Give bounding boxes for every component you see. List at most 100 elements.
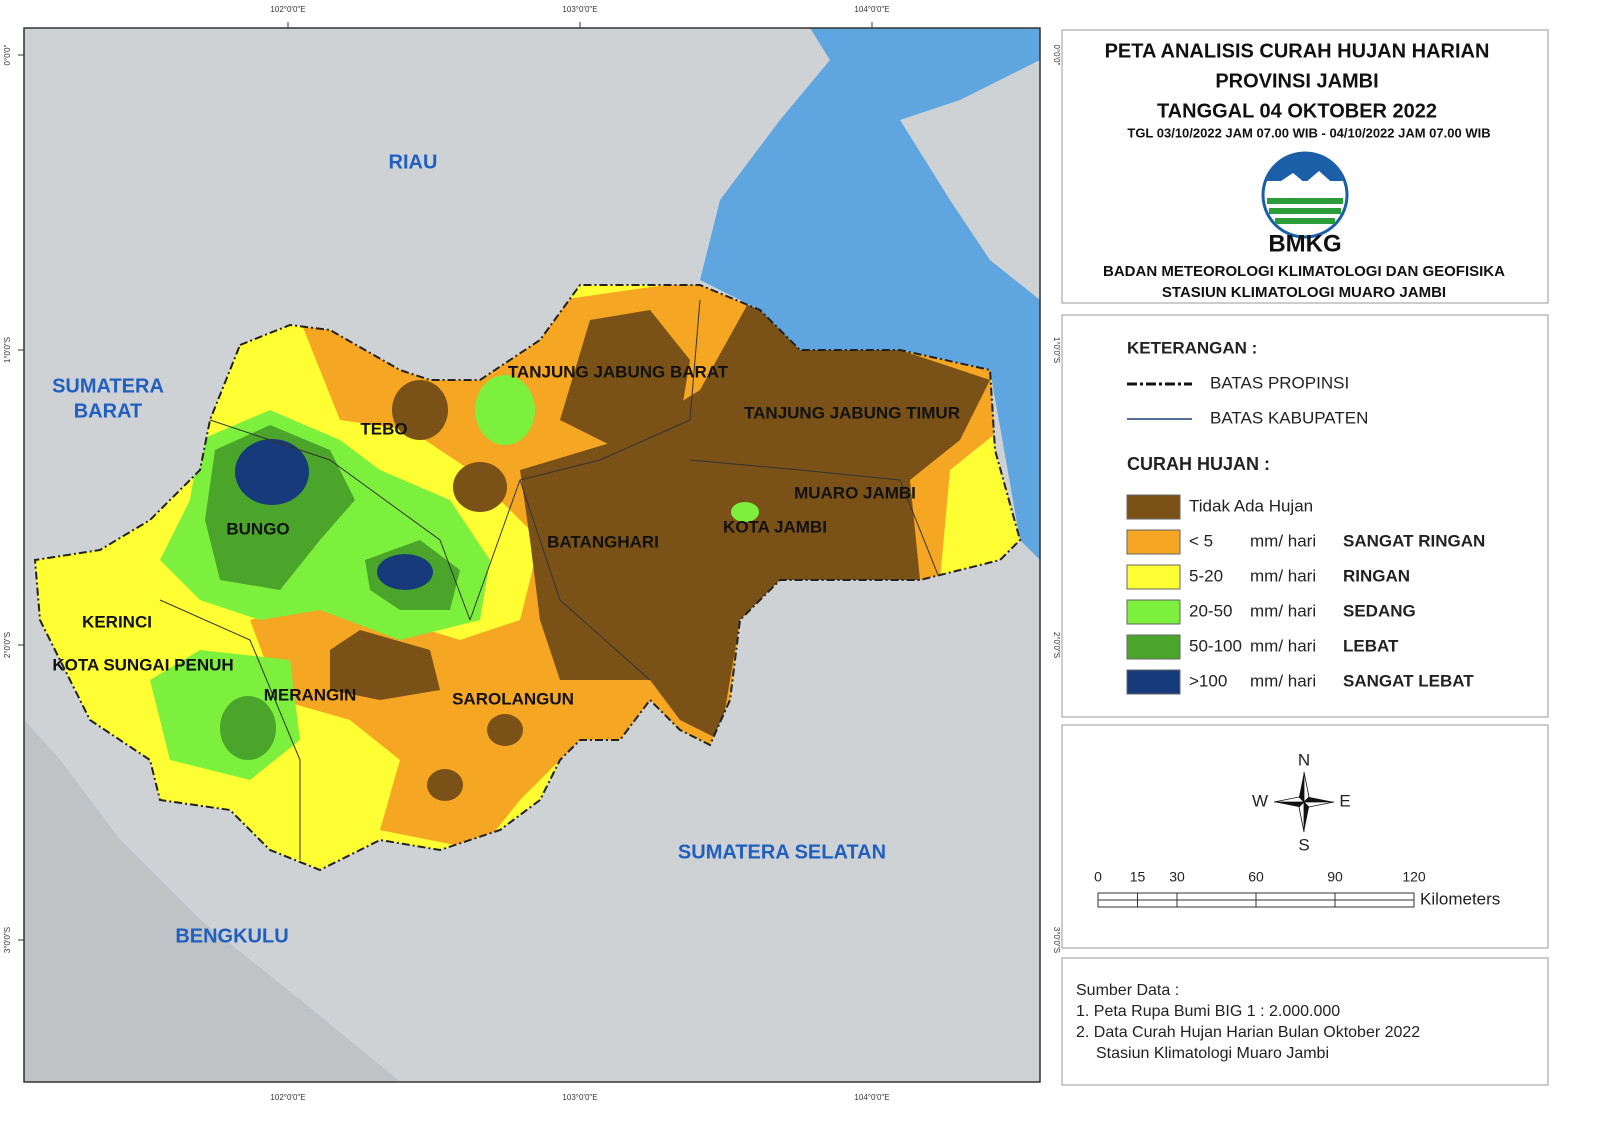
header: PETA ANALISIS CURAH HUJAN HARIAN PROVINSI… [1103, 40, 1505, 301]
island [900, 60, 1040, 300]
zone-tidak-hujan [453, 462, 507, 512]
zone-tidak-hujan [560, 310, 690, 450]
legend-label: Tidak Ada Hujan [1189, 496, 1313, 515]
legend-title: KETERANGAN : [1127, 338, 1257, 357]
scale-label: 15 [1130, 869, 1146, 885]
compass-panel [1061, 724, 1549, 949]
border [519, 479, 651, 681]
zone-sangat-lebat [377, 554, 433, 590]
legend-unit: mm/ hari [1250, 531, 1316, 550]
scale-label: 30 [1169, 869, 1185, 885]
compass-east: E [1339, 791, 1350, 810]
border [689, 459, 941, 581]
latitude-label: 0°0'0" [1052, 45, 1061, 66]
district-label: TEBO [360, 419, 407, 438]
scale-label: 0 [1094, 869, 1102, 885]
border [159, 599, 301, 860]
scale-unit: Kilometers [1420, 889, 1500, 908]
legend: KETERANGAN : BATAS PROPINSI BATAS KABUPATE… [1126, 338, 1485, 695]
longitude-label: 103°0'0"E [562, 5, 597, 14]
latitude-label: 2°0'0"S [3, 632, 12, 658]
agency: BADAN METEOROLOGI KLIMATOLOGI DAN GEOFIS… [1103, 263, 1505, 280]
legend-class: RINGAN [1343, 566, 1410, 585]
source-title: Sumber Data : [1076, 982, 1179, 999]
legend-swatch [1126, 494, 1181, 520]
border [209, 419, 471, 621]
title: PETA ANALISIS CURAH HUJAN HARIAN [1105, 40, 1490, 62]
agency: STASIUN KLIMATOLOGI MUARO JAMBI [1162, 284, 1446, 301]
legend-swatch [1126, 634, 1181, 660]
source: Sumber Data : 1. Peta Rupa Bumi BIG 1 : 2… [1076, 982, 1420, 1062]
zone-sedang [731, 502, 759, 522]
zone-tidak-hujan [427, 769, 463, 801]
compass-west: W [1252, 791, 1268, 810]
graticule: 102°0'0"E 102°0'0"E 103°0'0"E 103°0'0"E 104°… [3, 5, 1061, 1102]
legend-swatch [1126, 564, 1181, 590]
latitude-label: 3°0'0"S [1052, 927, 1061, 953]
source-line: 2. Data Curah Hujan Harian Bulan Oktober… [1076, 1024, 1420, 1041]
map-border [23, 27, 1041, 1083]
province-border [33, 284, 1022, 872]
province-label: SUMATERA SELATAN [678, 841, 886, 863]
scale-label: 60 [1248, 869, 1264, 885]
zone-tidak-hujan [330, 630, 440, 700]
compass-north: N [1298, 750, 1310, 769]
latitude-label: 3°0'0"S [3, 927, 12, 953]
legend-range: 5-20 [1189, 566, 1223, 585]
zone-sangat-lebat [235, 439, 309, 505]
district-borders [159, 299, 941, 860]
zone-tidak-hujan [392, 380, 448, 440]
district-label: BUNGO [226, 519, 289, 538]
latitude-label: 1°0'0"S [1052, 337, 1061, 363]
district-label: SAROLANGUN [452, 689, 574, 708]
legend-class: SANGAT LEBAT [1343, 671, 1474, 690]
latitude-label: 2°0'0"S [1052, 632, 1061, 658]
legend-unit: mm/ hari [1250, 671, 1316, 690]
source-line: 1. Peta Rupa Bumi BIG 1 : 2.000.000 [1076, 1003, 1340, 1020]
map-labels: RIAU SUMATERA BARAT SUMATERA SELATAN BENGKUL… [52, 151, 960, 947]
logo-text: BMKG [1268, 230, 1341, 257]
district-label: KERINCI [82, 612, 152, 631]
district-label: TANJUNG JABUNG BARAT [508, 362, 729, 381]
legend-class: LEBAT [1343, 636, 1399, 655]
latitude-label: 1°0'0"S [3, 337, 12, 363]
longitude-label: 102°0'0"E [270, 5, 305, 14]
scale-label: 90 [1327, 869, 1343, 885]
zone-tidak-hujan [520, 300, 990, 740]
longitude-label: 104°0'0"E [854, 1093, 889, 1102]
scale-bar: 0 15 30 60 90 120 Kilometers [1094, 869, 1500, 909]
zone-lebat [220, 696, 276, 760]
legend-range: 50-100 [1189, 636, 1242, 655]
legend-range: 20-50 [1189, 601, 1232, 620]
map-frame: RIAU SUMATERA BARAT SUMATERA SELATAN BENGKUL… [24, 28, 1040, 1082]
province-label: BENGKULU [175, 925, 288, 947]
land-south [24, 720, 400, 1082]
district-label: MUARO JAMBI [794, 483, 916, 502]
province-label: BARAT [74, 400, 143, 422]
legend-swatch [1126, 669, 1181, 695]
legend-unit: mm/ hari [1250, 636, 1316, 655]
legend-unit: mm/ hari [1250, 566, 1316, 585]
source-line: Stasiun Klimatologi Muaro Jambi [1096, 1045, 1329, 1062]
province-label: SUMATERA [52, 375, 164, 397]
legend-swatch [1126, 529, 1181, 555]
legend-swatch [1126, 599, 1181, 625]
legend-class: SEDANG [1343, 601, 1416, 620]
zone-sedang [475, 375, 535, 445]
district-label: BATANGHARI [547, 532, 659, 551]
title: PROVINSI JAMBI [1215, 70, 1378, 92]
compass-rose [1273, 771, 1335, 833]
bmkg-logo [1261, 151, 1349, 239]
latitude-label: 0°0'0" [3, 44, 12, 65]
scale-label: 120 [1402, 869, 1426, 885]
province-label: RIAU [389, 151, 438, 173]
legend-unit: mm/ hari [1250, 601, 1316, 620]
legend-range: < 5 [1189, 531, 1213, 550]
title: TANGGAL 04 OKTOBER 2022 [1157, 100, 1437, 122]
district-label: MERANGIN [264, 685, 357, 704]
district-label: KOTA JAMBI [723, 517, 827, 536]
legend-line-label: BATAS KABUPATEN [1210, 408, 1368, 427]
legend-line-label: BATAS PROPINSI [1210, 373, 1349, 392]
source-panel [1061, 957, 1549, 1086]
